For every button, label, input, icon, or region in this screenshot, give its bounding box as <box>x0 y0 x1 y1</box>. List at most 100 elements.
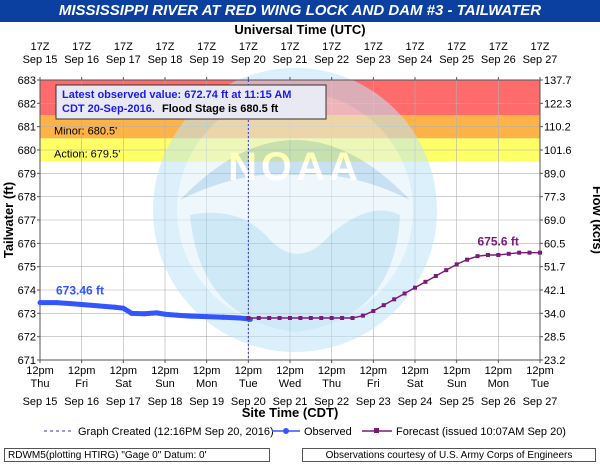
data-source-credit: Observations courtesy of U.S. Army Corps… <box>302 448 596 462</box>
top-tick-date: Sep 17 <box>106 54 141 66</box>
info-flood-stage: Flood Stage is 680.5 ft <box>162 103 278 115</box>
axes: 671 672 673 674 675 676 677 678 679 680 681 682 683 2… <box>18 41 572 408</box>
y2-tick-label: 28.5 <box>544 332 565 344</box>
forecast-point <box>496 253 501 257</box>
legend-observed-marker <box>283 428 289 434</box>
forecast-point <box>454 262 459 267</box>
forecast-point <box>465 257 470 262</box>
observed-point <box>37 300 43 306</box>
bottom-tick-time: 12pm <box>526 365 554 377</box>
observed-point <box>175 312 180 318</box>
bottom-tick-date: Sep 26 <box>481 396 516 408</box>
y-tick-label: 674 <box>18 285 36 297</box>
top-tick-time: 17Z <box>239 41 258 53</box>
forecast-point <box>402 291 407 296</box>
top-tick-time: 17Z <box>72 41 91 53</box>
y-tick-label: 672 <box>18 332 36 344</box>
forecast-point <box>319 316 324 320</box>
noaa-logo-watermark: NOAA <box>153 68 437 352</box>
bottom-tick-time: 12pm <box>151 365 179 377</box>
y-tick-label: 679 <box>18 168 36 180</box>
forecast-point <box>288 316 292 320</box>
forecast-point <box>350 316 355 320</box>
observed-point <box>220 314 226 320</box>
y-tick-label: 676 <box>18 238 36 250</box>
y2-tick-label: 69.0 <box>544 215 565 227</box>
observed-point <box>129 310 135 316</box>
top-tick-time: 17Z <box>531 41 550 53</box>
y-tick-label: 671 <box>18 355 36 367</box>
legend-forecast-label: Forecast (issued 10:07AM Sep 20) <box>396 426 566 438</box>
observed-point <box>79 301 85 307</box>
info-timestamp: CDT 20-Sep-2016. <box>62 103 155 115</box>
legend-observed-label: Observed <box>304 426 352 438</box>
bottom-tick-time: 12pm <box>318 365 346 377</box>
bottom-tick-time: 12pm <box>443 365 471 377</box>
y2-tick-label: 42.1 <box>544 285 565 297</box>
top-tick-time: 17Z <box>197 41 216 53</box>
top-tick-date: Sep 22 <box>314 54 349 66</box>
y2-tick-label: 34.0 <box>544 308 565 320</box>
band-label-minor: Minor: 680.5' <box>54 125 117 137</box>
forecast-point <box>277 316 282 320</box>
top-tick-time: 17Z <box>31 41 50 53</box>
bottom-tick-time: 12pm <box>485 365 513 377</box>
forecast-point <box>381 303 386 308</box>
top-tick-date: Sep 20 <box>231 54 266 66</box>
y2-tick-label: 110.2 <box>544 122 571 134</box>
forecast-point <box>444 268 449 273</box>
forecast-point <box>485 253 490 257</box>
bottom-tick-time: 12pm <box>360 365 388 377</box>
bottom-tick-day: Thu <box>322 378 341 390</box>
bottom-tick-date: Sep 23 <box>356 396 391 408</box>
forecast-point <box>517 250 522 255</box>
forecast-point <box>267 316 272 320</box>
forecast-point <box>475 254 480 259</box>
top-tick-date: Sep 19 <box>189 54 224 66</box>
y-tick-label: 680 <box>18 145 36 157</box>
bottom-tick-time: 12pm <box>110 365 138 377</box>
bottom-tick-day: Mon <box>488 378 509 390</box>
forecast-point <box>329 316 334 320</box>
y2-tick-label: 89.0 <box>544 168 565 180</box>
bottom-tick-date: Sep 19 <box>189 396 224 408</box>
bottom-tick-day: Thu <box>31 378 50 390</box>
y2-tick-label: 60.5 <box>544 238 565 250</box>
bottom-tick-date: Sep 22 <box>314 396 349 408</box>
bottom-tick-date: Sep 16 <box>64 396 99 408</box>
y2-tick-label: 51.7 <box>544 262 565 274</box>
y-tick-label: 681 <box>18 122 36 134</box>
gauge-datum-note: RDWM5(plotting HTIRG) "Gage 0" Datum: 0' <box>4 448 270 462</box>
band-label-action: Action: 679.5' <box>54 149 120 161</box>
top-tick-date: Sep 21 <box>273 54 308 66</box>
top-axis-title: Universal Time (UTC) <box>234 22 365 37</box>
y-tick-label: 682 <box>18 98 36 110</box>
forecast-point <box>506 251 511 256</box>
top-tick-date: Sep 24 <box>398 54 433 66</box>
top-tick-time: 17Z <box>281 41 300 53</box>
top-tick-date: Sep 15 <box>23 54 58 66</box>
y-tick-label: 675 <box>18 262 36 274</box>
observed-point <box>162 311 168 317</box>
observed-point <box>112 304 118 310</box>
bottom-tick-date: Sep 21 <box>273 396 308 408</box>
legend-forecast-marker <box>374 428 379 433</box>
x-axis-title: Site Time (CDT) <box>242 405 339 420</box>
observed-point <box>237 315 243 321</box>
top-tick-date: Sep 23 <box>356 54 391 66</box>
forecast-point <box>298 316 303 320</box>
bottom-tick-time: 12pm <box>276 365 304 377</box>
observed-start-label: 673.46 ft <box>56 284 104 298</box>
observed-point <box>187 313 193 319</box>
forecast-point <box>308 316 313 320</box>
forecast-point <box>527 250 532 255</box>
y2-tick-label: 122.3 <box>544 98 572 110</box>
forecast-point <box>340 316 345 320</box>
bottom-tick-time: 12pm <box>193 365 221 377</box>
bottom-tick-day: Mon <box>196 378 217 390</box>
bottom-tick-day: Fri <box>367 378 380 390</box>
series-group: 673.46 ft 675.6 ft <box>37 235 542 322</box>
top-tick-date: Sep 25 <box>439 54 474 66</box>
y-tick-label: 673 <box>18 308 36 320</box>
info-box-frame <box>55 84 327 120</box>
